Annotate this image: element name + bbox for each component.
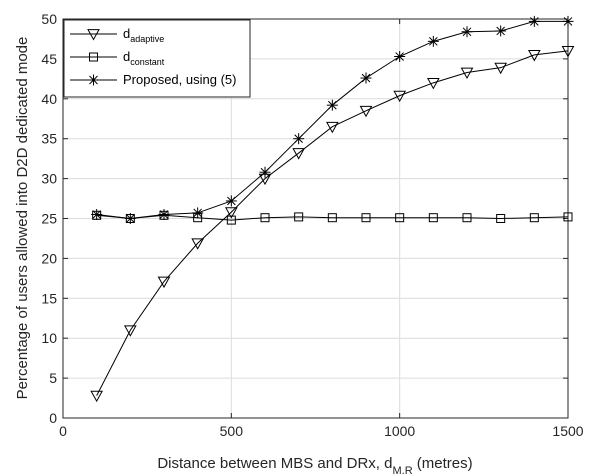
y-tick-label: 35 (41, 131, 57, 147)
marker-asterisk-stroke (530, 17, 539, 26)
x-tick-label: 0 (59, 423, 67, 439)
marker-square (496, 214, 506, 223)
marker-triangle-down (292, 148, 306, 160)
marker-square (563, 212, 573, 222)
marker-triangle-down (527, 50, 541, 62)
marker-triangle-down (123, 325, 137, 337)
marker-asterisk-stroke (126, 214, 135, 223)
y-tick-label: 40 (41, 91, 57, 107)
marker-asterisk-stroke (395, 52, 404, 61)
marker-asterisk (394, 51, 406, 63)
marker-triangle-down (87, 29, 100, 41)
marker-asterisk (427, 35, 439, 47)
marker-asterisk (360, 72, 372, 84)
marker-triangle-down (191, 238, 205, 250)
legend-entry-1: dadaptive (70, 26, 164, 44)
legend-box (63, 19, 251, 98)
series-layer (90, 15, 575, 403)
legend-entry-2: dconstant (70, 49, 165, 67)
marker-triangle-down (359, 105, 373, 118)
marker-square (226, 215, 236, 225)
marker-asterisk-stroke (92, 210, 101, 219)
y-tick-label: 50 (41, 11, 57, 27)
series-3 (91, 15, 574, 224)
y-tick-label: 0 (49, 410, 57, 426)
marker-asterisk (495, 25, 507, 37)
legend-label: dadaptive (123, 26, 164, 44)
x-axis-label-subscript: M,R (392, 465, 412, 474)
marker-square (294, 212, 304, 222)
marker-asterisk (528, 15, 540, 27)
marker-asterisk (293, 133, 305, 145)
marker-asterisk (225, 195, 237, 207)
marker-triangle-down (426, 77, 440, 90)
y-axis-label: Percentage of users allowed into D2D ded… (14, 37, 31, 400)
y-tick-label: 20 (41, 250, 57, 266)
marker-asterisk-stroke (193, 208, 202, 218)
marker-triangle-down (561, 46, 575, 58)
marker-square (529, 213, 539, 223)
marker-square (395, 213, 405, 223)
marker-asterisk-stroke (227, 196, 236, 206)
marker-asterisk-stroke (496, 26, 505, 36)
x-axis-label: Distance between MBS and DRx, dM,R (metr… (157, 455, 472, 474)
y-tick-label: 10 (41, 330, 57, 346)
x-tick-label: 1000 (384, 423, 415, 439)
legend-items: dadaptive dconstant Proposed, using (5) (70, 26, 236, 87)
x-tick-label: 1500 (552, 423, 583, 439)
marker-asterisk (562, 15, 574, 27)
y-tick-label: 30 (41, 171, 57, 187)
legend: dadaptive dconstant Proposed, using (5) (63, 19, 251, 98)
y-tick-label: 15 (41, 290, 57, 306)
y-tick-label: 25 (41, 211, 57, 227)
marker-triangle-down (460, 67, 474, 79)
marker-asterisk-stroke (260, 167, 270, 177)
x-tick-label: 500 (220, 423, 244, 439)
marker-asterisk (192, 207, 204, 219)
marker-square (260, 213, 270, 223)
series-line (96, 50, 569, 396)
marker-asterisk-stroke (429, 37, 438, 46)
marker-square (462, 213, 472, 223)
legend-entry-3: Proposed, using (5) (70, 72, 236, 87)
marker-asterisk-stroke (462, 27, 472, 37)
marker-asterisk (259, 166, 271, 178)
marker-asterisk (88, 74, 99, 86)
marker-square (428, 213, 438, 223)
marker-asterisk (91, 209, 103, 221)
marker-asterisk-stroke (159, 210, 169, 219)
marker-asterisk-stroke (328, 100, 337, 110)
marker-triangle-down (325, 121, 339, 134)
series-line (96, 214, 569, 221)
marker-triangle-down (157, 276, 171, 289)
x-axis-label-tail: (metres) (413, 455, 473, 472)
marker-asterisk-stroke (89, 75, 98, 85)
marker-asterisk-stroke (294, 134, 303, 144)
marker-triangle-down (393, 90, 407, 103)
legend-label: Proposed, using (5) (123, 72, 236, 87)
x-axis-label-main: Distance between MBS and DRx, d (157, 455, 392, 472)
y-tick-label: 45 (41, 51, 57, 67)
grid (63, 19, 568, 418)
marker-triangle-down (90, 390, 104, 403)
marker-asterisk-stroke (361, 73, 371, 83)
marker-asterisk (461, 26, 473, 38)
marker-asterisk (124, 213, 136, 224)
marker-asterisk-stroke (563, 17, 573, 26)
marker-square (361, 213, 371, 223)
axis-ticks: 0 500 1000 1500 0 5 10 15 20 25 30 35 40 45 50 (41, 11, 583, 439)
marker-triangle-down (224, 207, 238, 219)
marker-square (89, 52, 98, 62)
y-tick-label: 5 (49, 370, 57, 386)
marker-square (327, 213, 337, 223)
legend-label: dconstant (123, 49, 165, 67)
marker-asterisk (158, 209, 170, 221)
marker-triangle-down (494, 62, 508, 75)
marker-asterisk (326, 99, 338, 111)
